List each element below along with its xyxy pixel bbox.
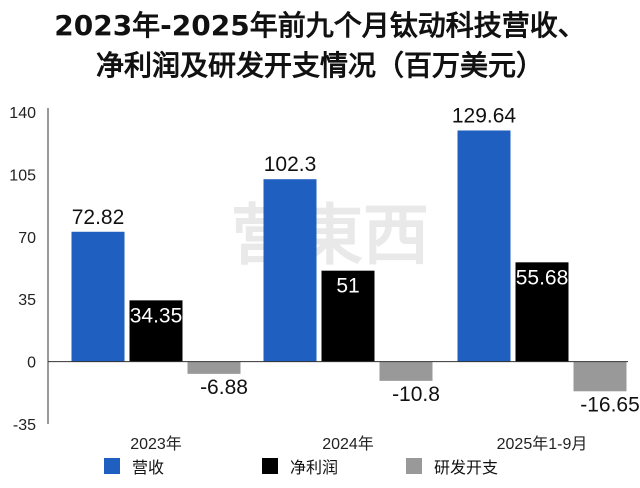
y-tick-label: 140 bbox=[9, 105, 36, 122]
bar-3-2 bbox=[379, 361, 433, 381]
data-label-1-2: 102.3 bbox=[264, 153, 317, 176]
y-tick-label: 105 bbox=[9, 167, 36, 184]
data-label-3-2: -10.8 bbox=[392, 383, 440, 406]
data-label-1-1: 72.82 bbox=[72, 206, 125, 229]
data-label-2-2: 51 bbox=[336, 275, 359, 298]
legend-swatch-2 bbox=[262, 458, 278, 474]
data-label-3-1: -6.88 bbox=[200, 376, 248, 399]
data-label-3-3: -16.65 bbox=[580, 393, 640, 416]
category-label: 2023年 bbox=[130, 435, 182, 453]
bar-1-3 bbox=[457, 130, 511, 362]
legend-label-2: 净利润 bbox=[290, 459, 338, 477]
bar-1-2 bbox=[263, 179, 317, 362]
y-tick-label: 70 bbox=[18, 230, 36, 247]
category-label: 2025年1-9月 bbox=[497, 435, 588, 453]
legend-swatch-1 bbox=[104, 458, 120, 474]
chart-title-line-2: 净利润及研发开支情况（百万美元） bbox=[95, 49, 544, 82]
bar-3-3 bbox=[573, 361, 627, 392]
y-tick-label: 0 bbox=[27, 355, 36, 372]
category-label: 2024年 bbox=[322, 435, 374, 453]
chart-title-line-1: 2023年-2025年前九个月钛动科技营收、 bbox=[54, 9, 586, 42]
watermark-logo: 营東西 bbox=[231, 198, 429, 272]
bar-3-1 bbox=[187, 361, 241, 374]
bar-2-3 bbox=[515, 262, 569, 362]
y-tick-label: 35 bbox=[18, 292, 36, 309]
legend-label-1: 营收 bbox=[132, 459, 164, 477]
legend-swatch-3 bbox=[406, 458, 422, 474]
data-label-2-3: 55.68 bbox=[516, 266, 569, 289]
legend-label-3: 研发开支 bbox=[434, 459, 498, 477]
data-label-2-1: 34.35 bbox=[130, 304, 183, 327]
bar-2-2 bbox=[321, 270, 375, 362]
bar-1-1 bbox=[71, 231, 125, 362]
bar-2-1 bbox=[129, 300, 183, 362]
y-tick-label: -35 bbox=[13, 417, 36, 434]
data-label-1-3: 129.64 bbox=[452, 104, 517, 127]
